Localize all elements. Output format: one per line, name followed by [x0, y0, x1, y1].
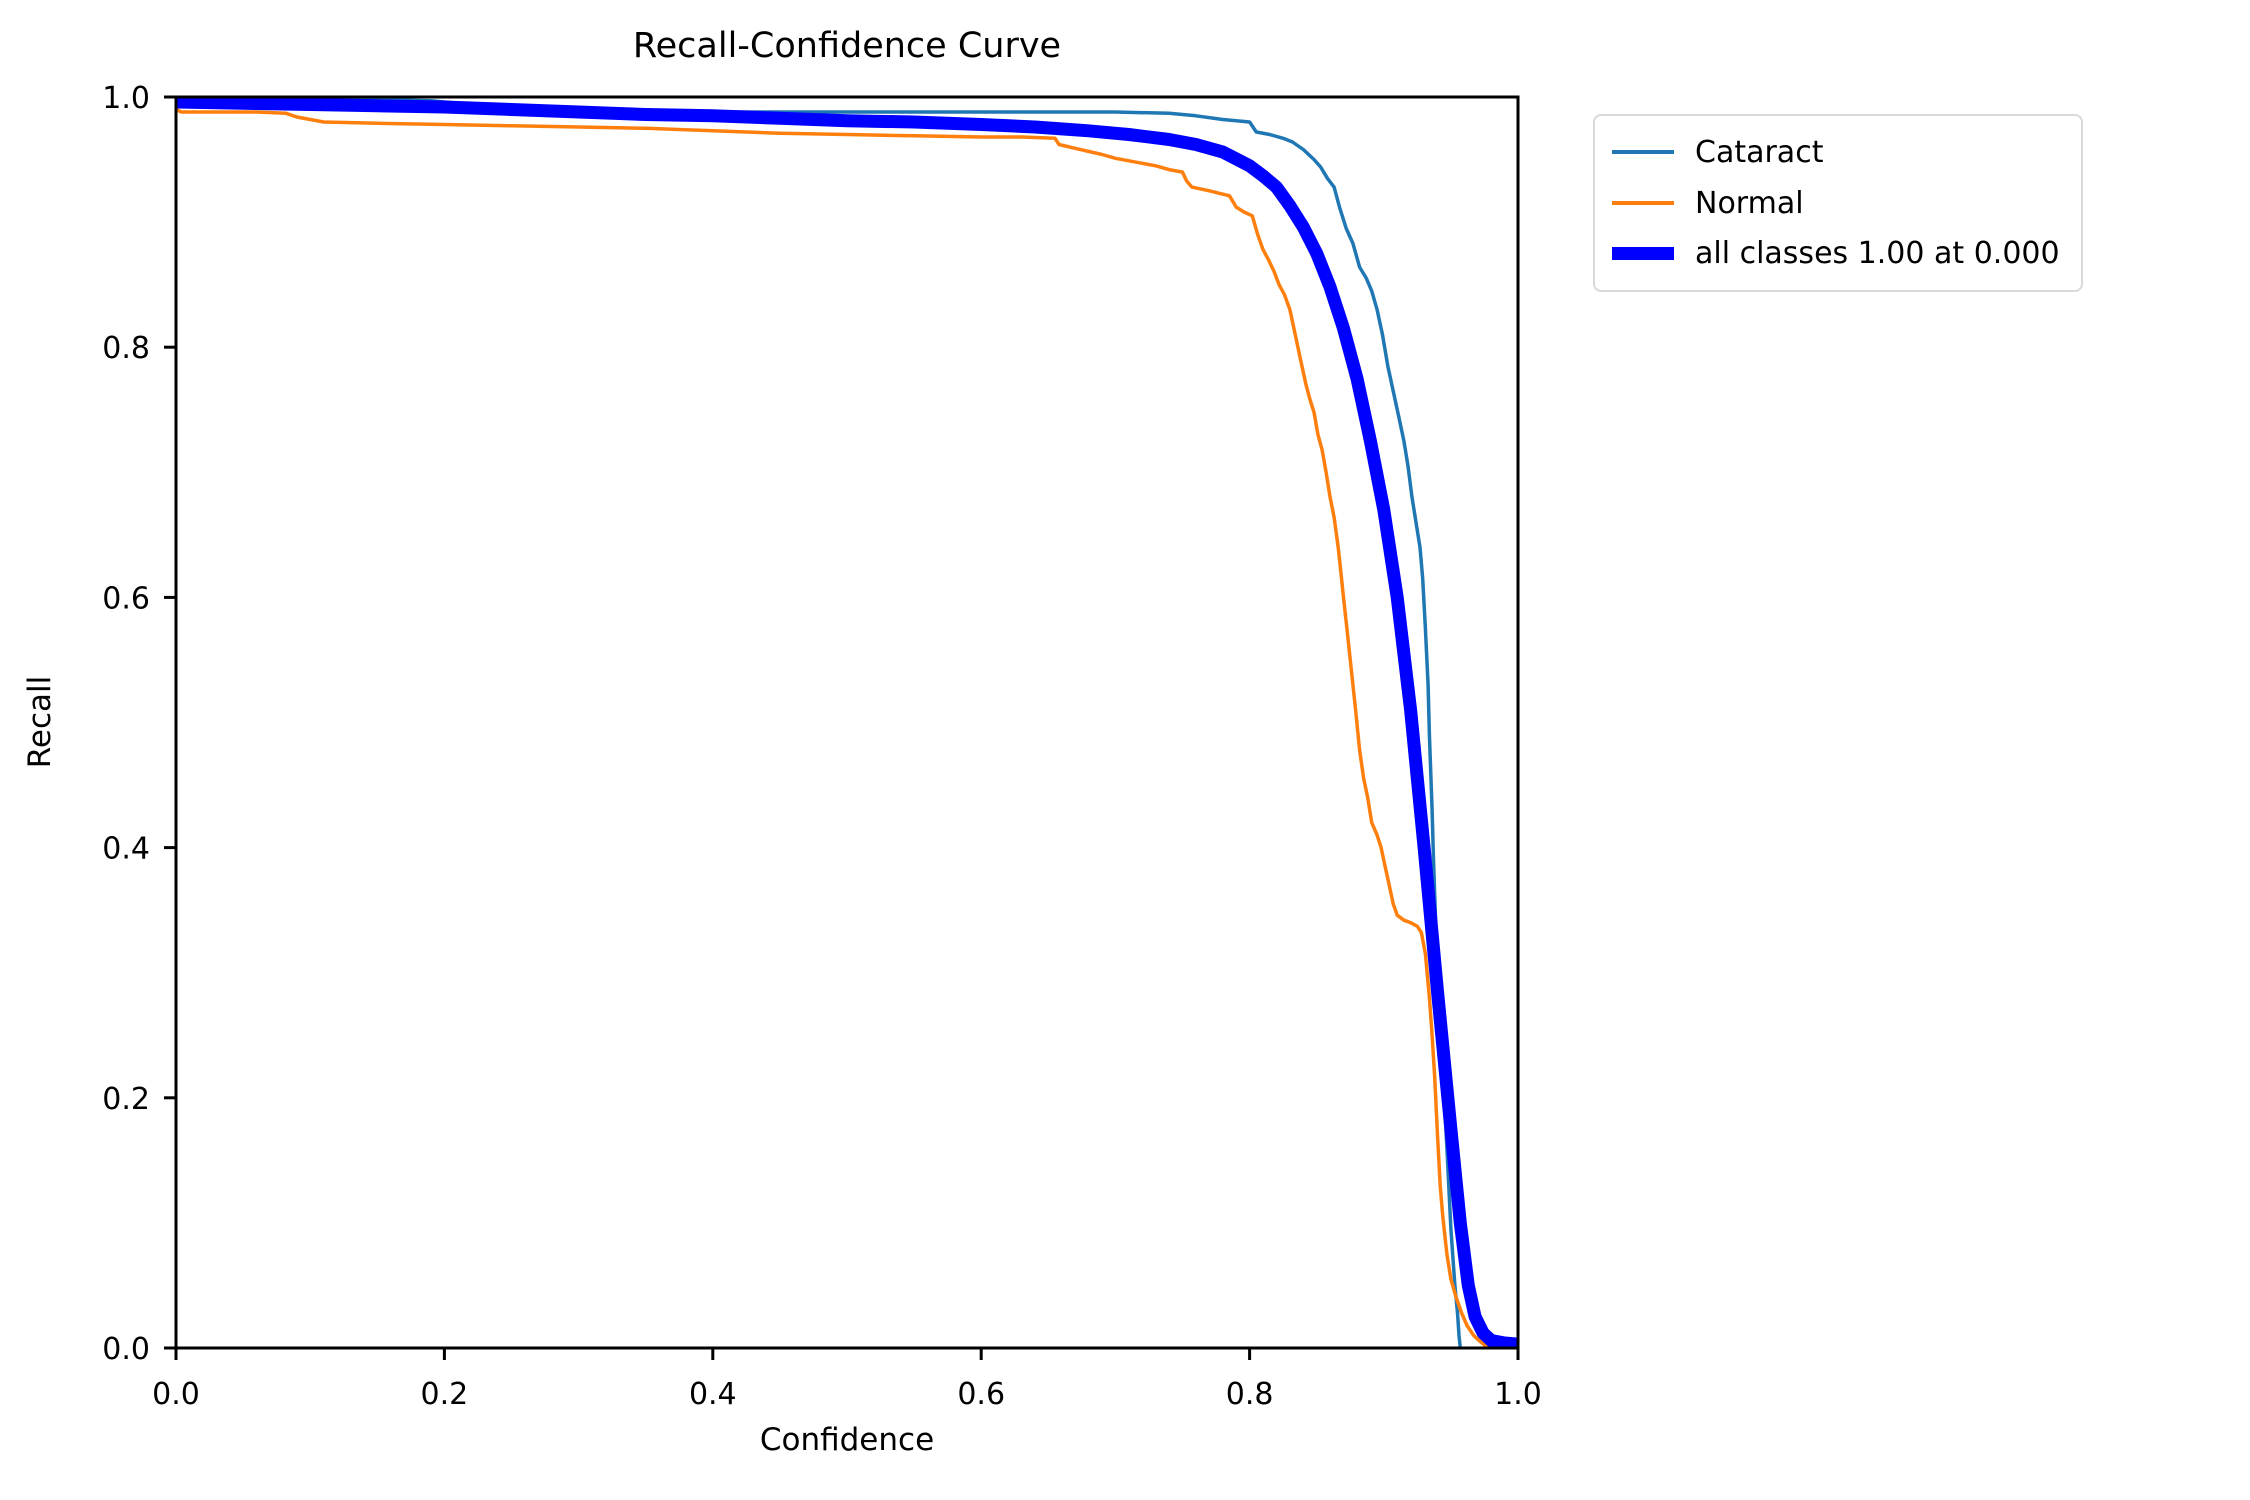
x-tick-label: 1.0 — [1494, 1377, 1542, 1412]
legend-line-all-classes — [1612, 247, 1674, 261]
x-tick-label: 0.4 — [689, 1377, 737, 1412]
legend-label-normal: Normal — [1695, 185, 1804, 221]
y-tick-label: 1.0 — [102, 81, 150, 116]
series-line-all-classes — [176, 97, 1518, 1348]
x-tick-label: 0.6 — [957, 1377, 1005, 1412]
y-tick-label: 0.4 — [102, 832, 150, 867]
legend: Cataract Normal all classes 1.00 at 0.000 — [1593, 114, 2083, 292]
chart-title: Recall-Confidence Curve — [632, 26, 1062, 66]
series-line-cataract — [176, 97, 1463, 1348]
x-tick-label: 0.0 — [152, 1377, 200, 1412]
legend-line-normal — [1612, 201, 1674, 205]
legend-item-all-classes: all classes 1.00 at 0.000 — [1595, 228, 2081, 279]
legend-item-cataract: Cataract — [1595, 127, 2081, 178]
legend-line-cataract — [1612, 150, 1674, 155]
legend-item-normal: Normal — [1595, 178, 2081, 229]
legend-label-cataract: Cataract — [1695, 134, 1824, 170]
x-axis-label: Confidence — [759, 1422, 935, 1458]
y-tick-label: 0.8 — [102, 331, 150, 366]
series-line-normal — [176, 107, 1490, 1348]
legend-label-all-classes: all classes 1.00 at 0.000 — [1695, 236, 2060, 272]
y-tick-label: 0.6 — [102, 581, 150, 616]
y-tick-label: 0.0 — [102, 1332, 150, 1367]
y-tick-label: 0.2 — [102, 1082, 150, 1117]
x-tick-label: 0.2 — [421, 1377, 469, 1412]
plot-border — [174, 95, 1520, 1350]
x-tick-label: 0.8 — [1226, 1377, 1274, 1412]
y-axis-label: Recall — [22, 675, 58, 769]
